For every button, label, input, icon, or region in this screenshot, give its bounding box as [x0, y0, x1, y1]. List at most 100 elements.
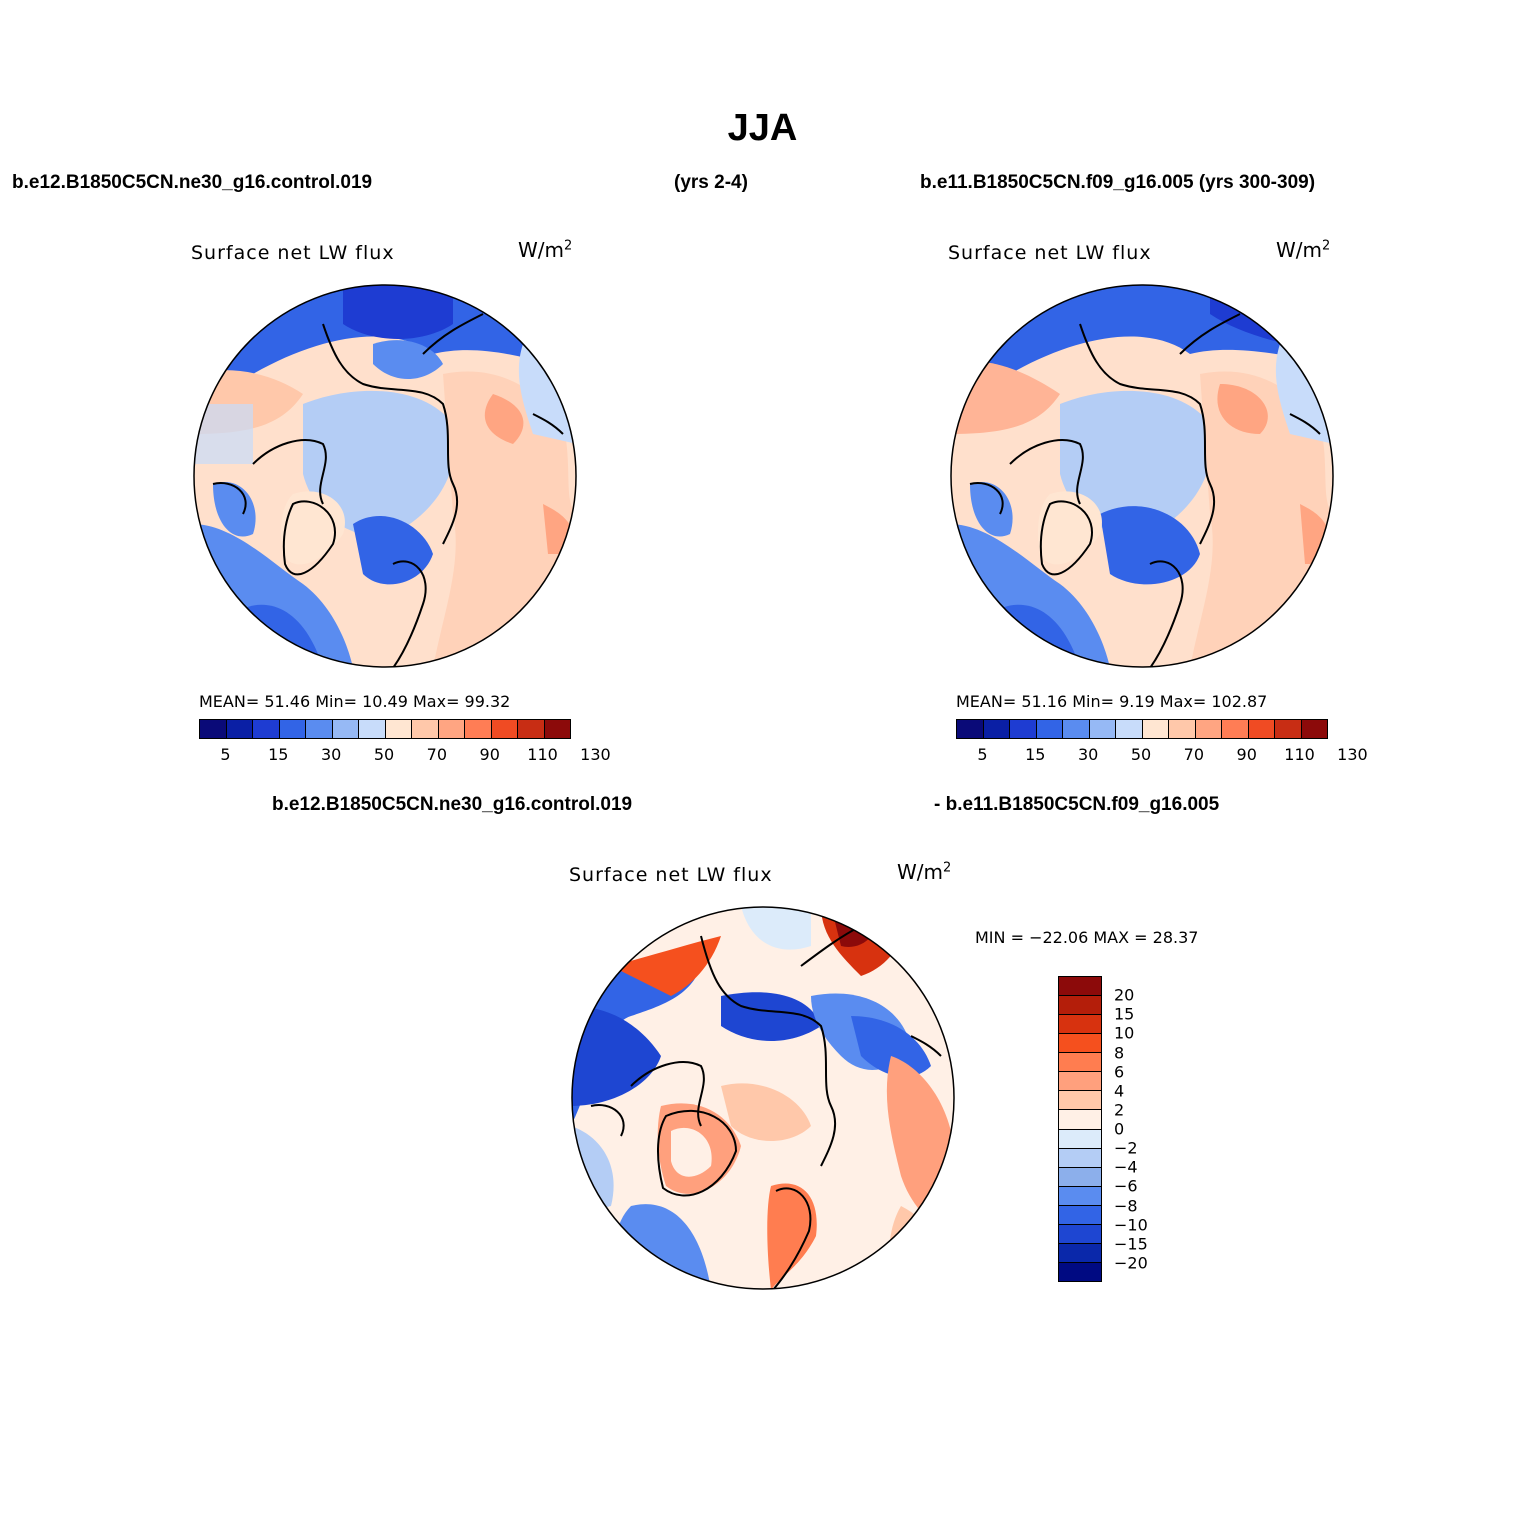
difference-units: W/m2 — [897, 860, 952, 884]
panel1-polar-map — [193, 284, 577, 668]
colorbar-swatch — [279, 720, 306, 738]
colorbar-swatch — [1059, 1167, 1101, 1187]
colorbar-swatch — [1059, 1148, 1101, 1168]
colorbar-swatch — [1059, 1110, 1101, 1130]
colorbar-tick-label: 70 — [1183, 745, 1205, 764]
colorbar-swatch — [1059, 996, 1101, 1016]
colorbar-tick-label: −15 — [1114, 1234, 1148, 1254]
colorbar-tick-label: 8 — [1114, 1043, 1125, 1062]
colorbar-tick-label: −8 — [1114, 1196, 1138, 1215]
colorbar-swatch — [1089, 720, 1116, 738]
colorbar-swatch — [518, 720, 545, 738]
colorbar-tick-label: 4 — [1114, 1081, 1125, 1101]
colorbar-swatch — [1059, 1129, 1101, 1149]
panel2-polar-map — [950, 284, 1334, 668]
panel1-units: W/m2 — [518, 238, 573, 262]
colorbar-swatch — [438, 720, 465, 738]
panel1-region-arctic-ocean — [303, 390, 455, 536]
difference-minmax: MIN = −22.06 MAX = 28.37 — [975, 928, 1199, 947]
colorbar-tick-label: 20 — [1114, 985, 1135, 1005]
colorbar-swatch — [332, 720, 359, 738]
colorbar-tick-label: 15 — [1114, 1004, 1135, 1024]
colorbar-swatch — [1195, 720, 1222, 738]
colorbar-swatch — [200, 720, 227, 738]
difference-variable-label: Surface net LW flux — [569, 864, 773, 886]
colorbar-swatch — [1036, 720, 1063, 738]
colorbar-swatch — [1059, 1243, 1101, 1263]
colorbar-swatch — [1142, 720, 1169, 738]
difference-title-right: - b.e11.B1850C5CN.f09_g16.005 — [934, 794, 1220, 815]
colorbar-swatch — [1059, 1091, 1101, 1111]
left-case-years: (yrs 2-4) — [674, 172, 748, 193]
colorbar-swatch — [1059, 1053, 1101, 1073]
colorbar-tick-label: 10 — [1114, 1023, 1135, 1043]
colorbar-tick-label: 50 — [1130, 745, 1152, 764]
panel1-coastlines — [212, 313, 564, 667]
colorbar-swatch — [1059, 977, 1101, 997]
colorbar-tick-label: 90 — [479, 745, 500, 764]
colorbar-tick-label: 0 — [1114, 1119, 1125, 1139]
colorbar-swatch — [1063, 720, 1090, 738]
colorbar-tick-label: −4 — [1114, 1157, 1138, 1177]
colorbar-swatch — [544, 720, 570, 738]
colorbar-tick-label: 110 — [1284, 745, 1315, 764]
colorbar-swatch — [1059, 1224, 1101, 1244]
colorbar-swatch — [1116, 720, 1143, 738]
colorbar-swatch — [385, 720, 412, 738]
colorbar-swatch — [1010, 720, 1037, 738]
colorbar-tick-label: −10 — [1114, 1215, 1148, 1235]
colorbar-tick-label: 15 — [1025, 745, 1046, 764]
panel1-variable-label: Surface net LW flux — [191, 242, 395, 264]
colorbar-swatch — [1275, 720, 1302, 738]
difference-coastlines — [590, 925, 942, 1289]
panel1-stats: MEAN= 51.46 Min= 10.49 Max= 99.32 — [199, 692, 511, 711]
colorbar-swatch — [491, 720, 518, 738]
colorbar-swatch — [1222, 720, 1249, 738]
colorbar-swatch — [1169, 720, 1196, 738]
panel2-colorbar — [956, 719, 1328, 739]
colorbar-swatch — [226, 720, 253, 738]
colorbar-tick-label: 6 — [1114, 1062, 1125, 1082]
colorbar-tick-label: 30 — [1077, 745, 1099, 764]
difference-polar-map — [571, 906, 955, 1290]
colorbar-tick-label: 130 — [1337, 745, 1368, 764]
colorbar-tick-label: −2 — [1114, 1138, 1138, 1158]
colorbar-swatch — [412, 720, 439, 738]
difference-colorbar — [1058, 976, 1102, 1282]
colorbar-swatch — [359, 720, 386, 738]
panel2-coastlines — [969, 313, 1321, 667]
colorbar-swatch — [1248, 720, 1275, 738]
colorbar-swatch — [253, 720, 280, 738]
colorbar-tick-label: −20 — [1114, 1253, 1148, 1273]
colorbar-swatch — [983, 720, 1010, 738]
colorbar-swatch — [1059, 1034, 1101, 1054]
colorbar-tick-label: −6 — [1114, 1176, 1138, 1196]
colorbar-swatch — [1059, 1015, 1101, 1035]
colorbar-swatch — [1301, 720, 1327, 738]
right-case-title: b.e11.B1850C5CN.f09_g16.005 (yrs 300-309… — [920, 172, 1316, 193]
colorbar-tick-label: 2 — [1114, 1100, 1125, 1120]
colorbar-tick-label: 50 — [373, 745, 395, 764]
figure-title: JJA — [727, 107, 798, 149]
colorbar-swatch — [465, 720, 492, 738]
panel1-colorbar — [199, 719, 571, 739]
colorbar-swatch — [1059, 1186, 1101, 1206]
colorbar-swatch — [306, 720, 333, 738]
colorbar-swatch — [1059, 1205, 1101, 1225]
colorbar-swatch — [1059, 1072, 1101, 1092]
colorbar-tick-label: 130 — [580, 745, 611, 764]
colorbar-tick-label: 5 — [977, 745, 988, 764]
panel2-units: W/m2 — [1276, 238, 1331, 262]
colorbar-tick-label: 70 — [426, 745, 448, 764]
difference-title-left: b.e12.B1850C5CN.ne30_g16.control.019 — [272, 794, 633, 815]
colorbar-tick-label: 15 — [268, 745, 289, 764]
panel2-stats: MEAN= 51.16 Min= 9.19 Max= 102.87 — [956, 692, 1268, 711]
colorbar-tick-label: 30 — [320, 745, 342, 764]
colorbar-tick-label: 110 — [527, 745, 558, 764]
left-case-title: b.e12.B1850C5CN.ne30_g16.control.019 — [12, 172, 373, 193]
colorbar-tick-label: 90 — [1236, 745, 1257, 764]
colorbar-tick-label: 5 — [220, 745, 231, 764]
panel2-variable-label: Surface net LW flux — [948, 242, 1152, 264]
difference-region-central-arctic — [721, 992, 821, 1041]
colorbar-swatch — [1059, 1262, 1101, 1281]
